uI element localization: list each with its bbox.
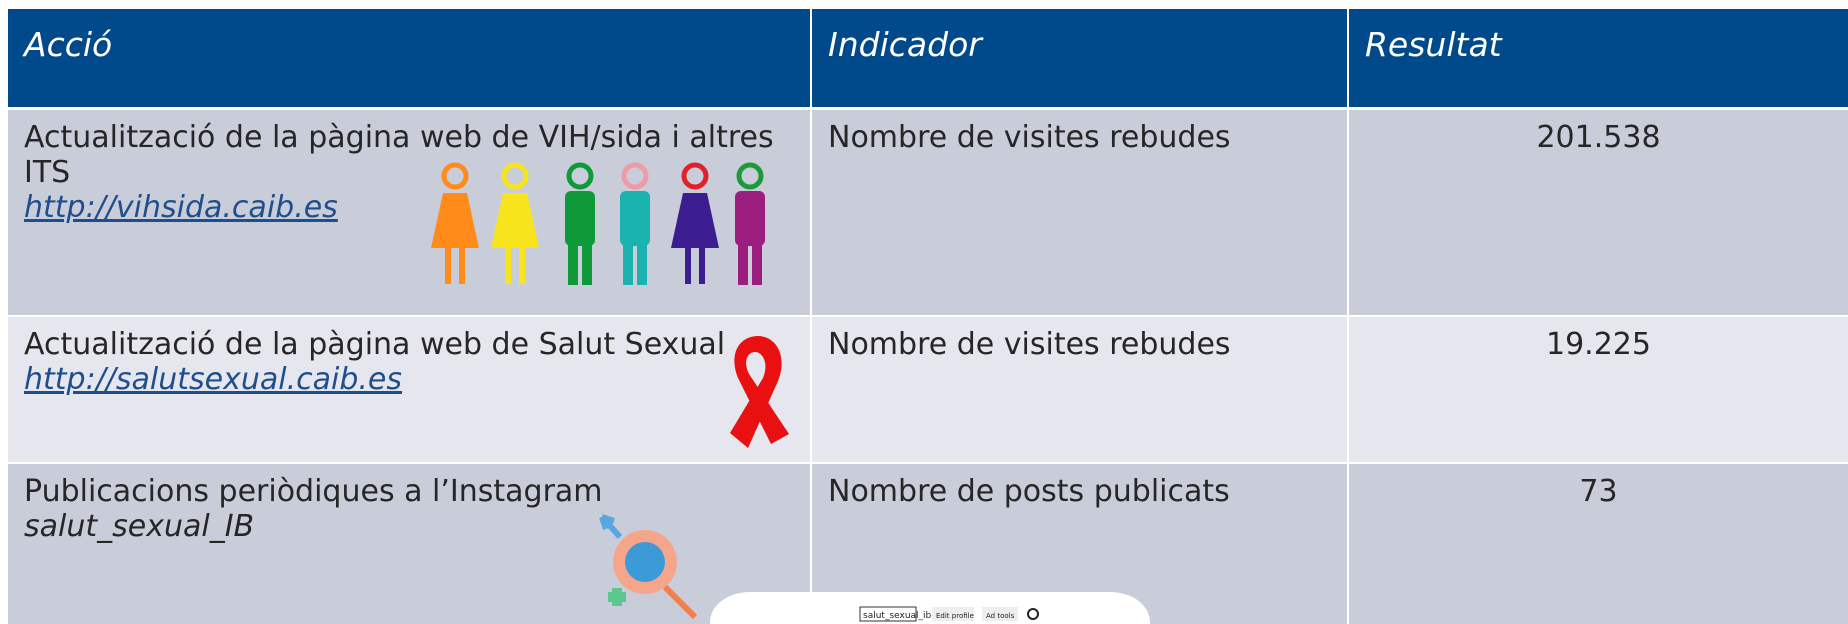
instagram-decoration: salut_sexual_ib Edit profile Ad tools [599,514,1150,624]
result: 73 [1349,464,1848,624]
result: 19.225 [1349,317,1848,462]
action-cell: Actualització de la pàgina web de VIH/si… [8,110,810,315]
header-cell: Acció [8,9,810,107]
result: 201.538 [1349,110,1848,315]
header-cell: Resultat [1349,9,1848,107]
indicator: Nombre de visites rebudes [812,317,1347,462]
link[interactable]: http://salutsexual.caib.es [24,362,403,397]
action: Actualització de la pàgina web de Salut … [24,327,726,362]
username: salut_sexual_ib [863,611,932,621]
button[interactable]: Edit profile [936,612,974,620]
link[interactable]: http://vihsida.caib.es [24,190,338,225]
action-cell: Actualització de la pàgina web de Salut … [8,317,810,462]
header-cell: Indicador [812,9,1347,107]
people-icons [431,162,765,285]
action: Actualització de la pàgina web de VIH/si… [24,120,774,190]
handle: salut_sexual_IB [24,509,255,544]
button[interactable]: Ad tools [986,612,1015,620]
indicator: Nombre de visites rebudes [812,110,1347,315]
red-ribbon [730,336,789,448]
action: Publicacions periòdiques a l’Instagram [24,474,603,509]
